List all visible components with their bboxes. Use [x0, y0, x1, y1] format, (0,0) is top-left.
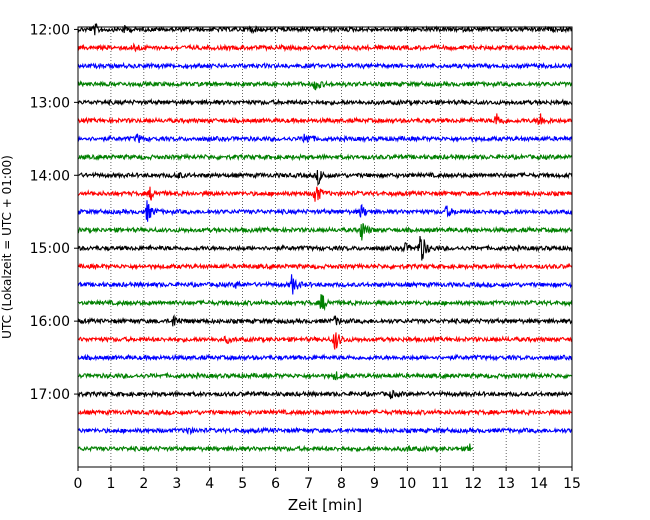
trace-14 — [77, 274, 573, 295]
trace-0 — [77, 22, 573, 36]
x-tick-label: 7 — [304, 476, 313, 492]
y-tick-label: 13:00 — [30, 95, 70, 111]
trace-9 — [77, 186, 573, 202]
trace-7 — [77, 153, 573, 162]
plot-frame — [77, 26, 573, 468]
y-tick-label: 16:00 — [30, 314, 70, 330]
y-tick-label: 14:00 — [30, 168, 70, 184]
trace-18 — [77, 353, 573, 362]
x-tick-label: 5 — [238, 476, 247, 492]
x-tick-label: 14 — [530, 476, 548, 492]
trace-5 — [77, 113, 573, 125]
trace-series — [77, 22, 573, 453]
x-tick-label: 2 — [139, 476, 148, 492]
trace-2 — [77, 61, 573, 71]
x-tick-label: 1 — [106, 476, 115, 492]
y-tick-label: 17:00 — [30, 387, 70, 403]
x-tick-label: 8 — [337, 476, 346, 492]
trace-13 — [77, 262, 573, 271]
trace-10 — [77, 200, 573, 222]
x-tick-label: 12 — [464, 476, 482, 492]
y-axis: 12:00 13:00 14:00 15:00 16:00 17:00 — [30, 22, 78, 403]
trace-11 — [77, 223, 573, 241]
x-tick-label: 6 — [271, 476, 280, 492]
x-axis: 0 1 2 3 4 5 6 7 8 9 10 11 12 13 14 15 — [74, 467, 581, 492]
trace-17 — [77, 332, 573, 350]
x-tick-label: 13 — [497, 476, 515, 492]
y-axis-label: UTC (Lokalzeit = UTC + 01:00) — [0, 155, 14, 339]
x-tick-label: 15 — [563, 476, 581, 492]
x-tick-label: 11 — [431, 476, 449, 492]
x-tick-label: 9 — [370, 476, 379, 492]
trace-16 — [77, 314, 573, 327]
x-tick-label: 4 — [205, 476, 214, 492]
trace-20 — [77, 389, 573, 400]
x-axis-label: Zeit [min] — [288, 496, 362, 514]
x-tick-label: 0 — [74, 476, 83, 492]
trace-4 — [77, 98, 573, 107]
trace-1 — [77, 42, 573, 53]
trace-19 — [77, 371, 573, 381]
trace-23 — [77, 443, 474, 453]
y-tick-label: 12:00 — [30, 22, 70, 38]
trace-3 — [77, 79, 573, 91]
trace-6 — [77, 133, 573, 144]
y-tick-label: 15:00 — [30, 241, 70, 257]
x-tick-label: 10 — [398, 476, 416, 492]
trace-21 — [77, 407, 573, 417]
x-tick-label: 3 — [172, 476, 181, 492]
trace-12 — [77, 235, 573, 261]
trace-8 — [77, 169, 573, 187]
trace-15 — [77, 294, 573, 312]
trace-22 — [78, 426, 573, 436]
